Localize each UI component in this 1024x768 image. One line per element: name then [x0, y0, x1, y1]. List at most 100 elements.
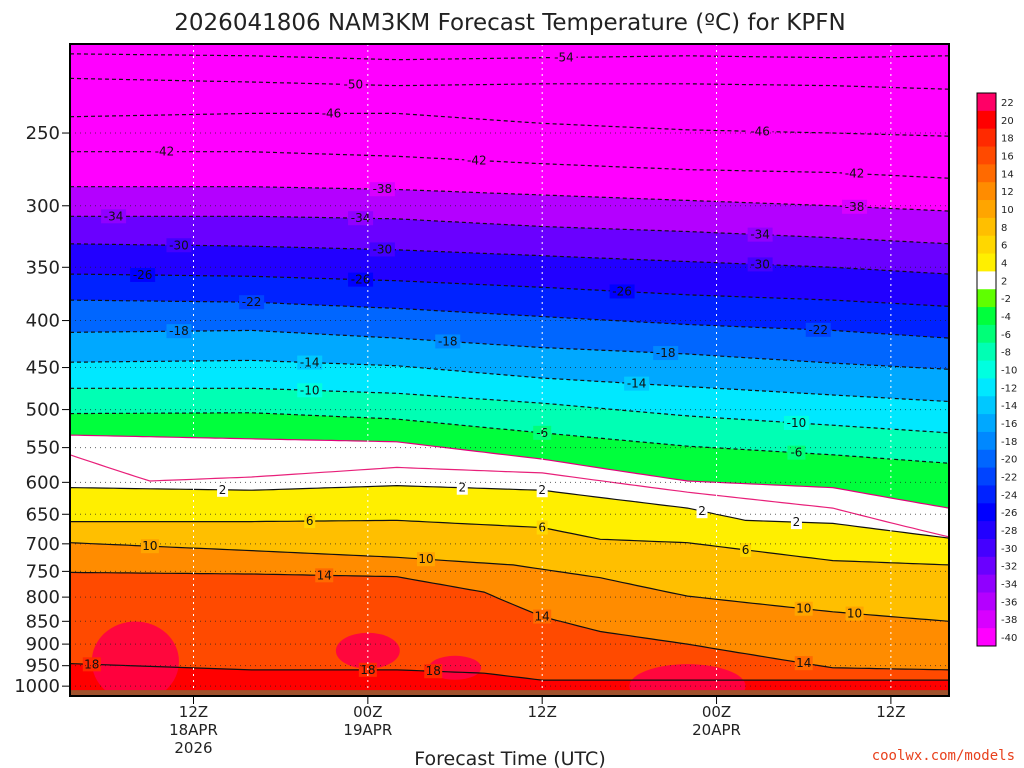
isotherm-label-bg [435, 334, 461, 349]
isotherm-label: 14 [535, 610, 550, 624]
isotherm-label: 6 [538, 521, 546, 535]
isotherm-label: -42 [845, 167, 865, 181]
isotherm-label: -18 [438, 334, 458, 348]
warm-core [629, 664, 746, 696]
y-tick-label: 750 [26, 561, 60, 582]
y-tick-label: 650 [26, 504, 60, 525]
y-tick-label: 600 [26, 472, 60, 493]
isotherm-label-bg [217, 482, 229, 497]
y-tick-label: 400 [26, 311, 60, 332]
isotherm-label-bg [369, 242, 395, 257]
colorbar-label: -24 [1001, 490, 1017, 501]
isotherm-label: -26 [612, 284, 632, 298]
y-tick-label: 900 [26, 634, 60, 655]
isotherm-label: -34 [351, 211, 371, 225]
isotherm-label: 10 [418, 552, 433, 566]
colorbar-swatch [977, 110, 996, 130]
y-tick-label: 1000 [14, 676, 60, 697]
isotherm-label: -30 [373, 242, 393, 256]
colorbar-swatch [977, 574, 996, 593]
y-tick-label: 700 [26, 534, 60, 555]
colorbar-swatch [977, 360, 996, 379]
isotherm-label-bg [130, 267, 156, 282]
temperature-band [70, 572, 949, 696]
colorbar-swatch [977, 592, 996, 611]
isotherm-label-bg [239, 295, 265, 310]
isotherm-label-bg [424, 664, 443, 679]
colorbar-swatch [977, 200, 996, 219]
isotherm-label-bg [533, 425, 552, 440]
isotherm-label-bg [842, 166, 868, 181]
isotherm-label-bg [783, 415, 809, 430]
colorbar-label: -26 [1001, 508, 1017, 519]
colorbar-swatch [977, 414, 996, 433]
isotherm-label-bg [166, 324, 192, 339]
y-tick-label: 800 [26, 587, 60, 608]
isotherm-label: 10 [142, 539, 157, 553]
isotherm-label: -50 [344, 78, 364, 92]
colorbar-label: -20 [1001, 455, 1017, 466]
x-tick-label: 18APR [169, 721, 218, 739]
colorbar-label: -16 [1001, 419, 1017, 430]
isotherm-label-bg [842, 199, 868, 214]
isotherm--2 [70, 434, 949, 509]
colorbar-swatch [977, 628, 996, 647]
x-tick-label: 00Z [702, 703, 731, 721]
isotherm-label: 2 [538, 483, 546, 497]
isotherm-label: -18 [169, 324, 189, 338]
isotherm-label: 18 [426, 664, 441, 678]
y-tick-label: 850 [26, 611, 60, 632]
isotherm-label: -18 [656, 346, 676, 360]
isotherm-label-bg [845, 606, 864, 621]
isotherm-label-bg [319, 106, 345, 121]
colorbar-label: 14 [1001, 169, 1014, 180]
colorbar-label: -8 [1001, 348, 1011, 359]
isotherm-label-bg [315, 568, 334, 583]
colorbar-label: -18 [1001, 437, 1017, 448]
colorbar-swatch [977, 128, 996, 148]
x-tick-label: 2026 [174, 739, 212, 757]
isotherm-label: -30 [750, 257, 770, 271]
isotherm-label: -42 [155, 145, 175, 159]
isotherm-6 [70, 519, 949, 566]
colorbar-label: 6 [1001, 241, 1007, 252]
isotherm-label-bg [101, 209, 127, 224]
isotherm-label: -14 [300, 356, 320, 370]
colorbar-label: 4 [1001, 258, 1007, 269]
credit-link[interactable]: coolwx.com/models [872, 748, 1015, 764]
isotherm-label: -38 [845, 200, 865, 214]
x-tick-label: 12Z [876, 703, 905, 721]
colorbar-label: -2 [1001, 294, 1011, 305]
colorbar-label: 16 [1001, 151, 1014, 162]
colorbar-label: 8 [1001, 223, 1007, 234]
isotherm-label: 14 [796, 656, 811, 670]
isotherm-label-bg [747, 227, 773, 242]
colorbar-swatch [977, 521, 996, 540]
isotherm-label: 6 [742, 543, 750, 557]
warm-core [91, 621, 179, 696]
x-tick-label: 20APR [692, 721, 741, 739]
y-tick-label: 300 [26, 196, 60, 217]
colorbar-label: -4 [1001, 312, 1011, 323]
isotherm-label-bg [536, 520, 548, 535]
isotherm-label: -34 [750, 228, 770, 242]
isotherm-label: -26 [133, 268, 153, 282]
isotherm-label: -42 [467, 153, 487, 167]
plot-frame [69, 43, 950, 697]
isotherm-label-bg [297, 355, 323, 370]
isotherm-label: 2 [793, 515, 801, 529]
colorbar-swatch [977, 307, 996, 326]
colorbar-swatch [977, 503, 996, 522]
isotherm-label-bg [456, 480, 468, 495]
isotherm-label-bg [790, 515, 802, 530]
colorbar-swatch [977, 556, 996, 576]
isotherm-label: 2 [219, 483, 227, 497]
colorbar-swatch [977, 431, 996, 451]
ground-surface [70, 690, 949, 696]
colorbar-label: 20 [1001, 116, 1014, 127]
isotherm-label: -26 [351, 273, 371, 287]
isotherm-label: -46 [322, 106, 342, 120]
isotherm-label: -10 [787, 416, 807, 430]
isotherm-label-bg [151, 144, 177, 159]
